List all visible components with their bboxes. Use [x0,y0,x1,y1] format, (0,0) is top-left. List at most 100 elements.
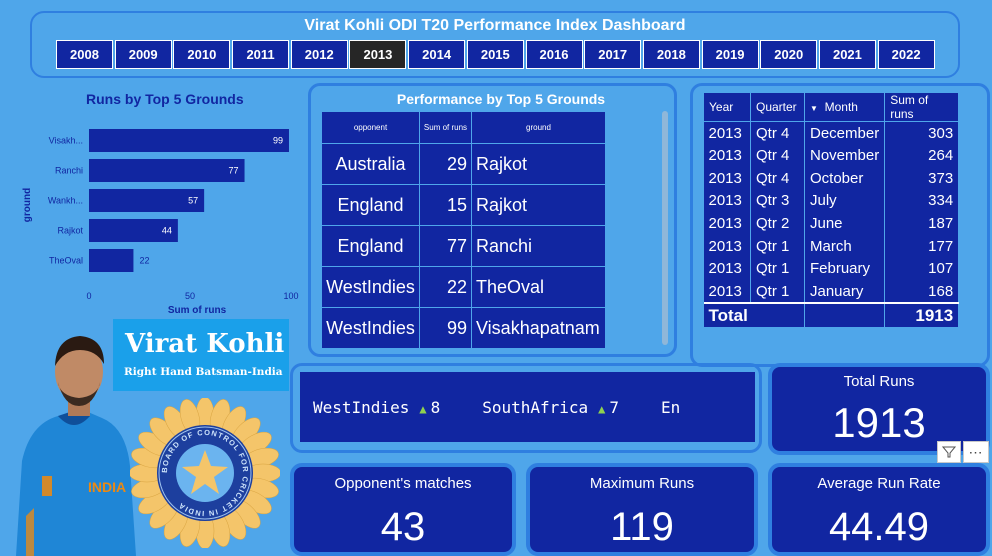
table-row[interactable]: 2013 Qtr 1 February 107 [703,257,960,281]
runs-cell: 373 [884,166,960,190]
table-row[interactable]: England 15 Rajkot [321,184,606,226]
performance-table: opponent Sum of runs ground Australia 29… [321,111,606,349]
bar-data-label: 22 [139,256,149,266]
opponent-ticker: WestIndies ▲ 8 SouthAfrica ▲ 7 En [300,372,755,442]
year-button-2016[interactable]: 2016 [525,40,583,69]
bar-chart-xtick-100: 100 [283,291,298,301]
up-triangle-icon: ▲ [419,401,427,416]
ticker-item: En [661,398,680,417]
table-row[interactable]: WestIndies 99 Visakhapatnam [321,307,606,349]
bar-category-label: TheOval [49,256,83,266]
year-cell: 2013 [703,257,751,281]
runs-cell: 303 [884,121,960,145]
ticker-team: WestIndies [313,397,410,417]
year-button-2010[interactable]: 2010 [173,40,231,69]
bar-chart-xtick-0: 0 [86,291,91,301]
filter-button[interactable] [937,441,961,463]
ground-cell: Ranchi [471,225,606,267]
filter-icon [942,446,956,458]
ticker-value: 8 [430,397,441,417]
table-row[interactable]: 2013 Qtr 1 March 177 [703,234,960,258]
table-row[interactable]: Australia 29 Rajkot [321,143,606,185]
quarter-cell: Qtr 4 [750,144,805,167]
ticker-item: SouthAfrica ▲ 7 [482,398,619,417]
runs-by-ground-chart: ground Visakh... 99 Ranchi 77 Wankh... 57 Rajk… [22,129,299,316]
ground-cell: Rajkot [471,184,606,226]
up-triangle-icon: ▲ [598,401,606,416]
column-header-opponent[interactable]: opponent [321,111,420,144]
table-row[interactable]: 2013 Qtr 4 December 303 [703,121,960,145]
table-row[interactable]: 2013 Qtr 1 January 168 [703,280,960,303]
year-button-2019[interactable]: 2019 [701,40,759,69]
opponent-cell: England [321,225,420,267]
year-cell: 2013 [703,166,751,190]
max-runs-value: 119 [610,505,674,549]
year-button-2014[interactable]: 2014 [408,40,466,69]
max-runs-label: Maximum Runs [589,475,695,492]
table-row[interactable]: 2013 Qtr 2 June 187 [703,212,960,235]
year-button-2020[interactable]: 2020 [760,40,818,69]
year-button-2015[interactable]: 2015 [466,40,524,69]
opponents-value: 43 [380,505,426,549]
bar-chart-xtick-50: 50 [185,291,195,301]
opponent-cell: WestIndies [321,266,420,308]
table-row[interactable]: England 77 Ranchi [321,225,606,267]
column-header-quarter[interactable]: Quarter [750,92,805,122]
column-header-ground[interactable]: ground [471,111,606,144]
column-header-sum-runs[interactable]: Sum of runs [884,92,960,122]
svg-text:INDIA: INDIA [88,479,126,495]
column-header-runs[interactable]: Sum of runs [419,111,472,144]
runs-cell: 29 [419,143,472,185]
ground-cell: Rajkot [471,143,606,185]
year-button-2008[interactable]: 2008 [56,40,113,69]
opponents-card: Opponent's matches 43 [290,463,516,556]
ground-cell: TheOval [471,266,606,308]
avg-run-rate-label: Average Run Rate [817,475,941,492]
month-cell: November [804,144,886,167]
table-row[interactable]: 2013 Qtr 4 November 264 [703,144,960,167]
column-header-month[interactable]: ▼ Month [803,92,886,122]
bar-category-label: Rajkot [57,226,83,236]
bar-theoval[interactable] [89,249,134,272]
bcci-logo: BOARD OF CONTROL FOR CRICKET IN INDIA [130,398,280,548]
bar-rajkot[interactable] [89,219,178,242]
year-cell: 2013 [703,144,751,167]
quarter-cell: Qtr 4 [750,166,805,190]
year-button-2022[interactable]: 2022 [877,40,935,69]
ticker-team: En [661,397,681,417]
bar-visakh[interactable] [89,129,289,152]
table-row[interactable]: WestIndies 22 TheOval [321,266,606,308]
runs-cell: 99 [419,307,472,349]
year-button-2012[interactable]: 2012 [290,40,348,69]
bar-ranchi[interactable] [89,159,245,182]
dashboard-header: Virat Kohli ODI T20 Performance Index Da… [30,11,960,78]
year-button-2017[interactable]: 2017 [584,40,642,69]
avg-run-rate-card: Average Run Rate 44.49 [768,463,990,556]
year-button-2018[interactable]: 2018 [642,40,700,69]
bar-wankh[interactable] [89,189,205,212]
performance-panel: Performance by Top 5 Grounds opponent Su… [308,83,677,357]
year-button-2013[interactable]: 2013 [349,40,407,69]
runs-cell: 177 [884,234,960,258]
bar-data-label: 57 [188,196,198,206]
performance-title: Performance by Top 5 Grounds [396,91,606,107]
year-button-2021[interactable]: 2021 [818,40,876,69]
opponent-cell: WestIndies [321,307,420,349]
quarter-cell: Qtr 1 [750,234,805,258]
more-options-button[interactable]: ⋯ [963,441,989,463]
year-button-2011[interactable]: 2011 [232,40,290,69]
ticker-panel: WestIndies ▲ 8 SouthAfrica ▲ 7 En [290,363,762,453]
bar-chart-xlabel: Sum of runs [168,305,227,316]
year-button-2009[interactable]: 2009 [114,40,172,69]
year-cell: 2013 [703,280,751,303]
runs-cell: 15 [419,184,472,226]
table-row[interactable]: 2013 Qtr 3 July 334 [703,189,960,213]
runs-cell: 264 [884,144,960,167]
table-row[interactable]: 2013 Qtr 4 October 373 [703,166,960,190]
performance-scrollbar[interactable] [662,111,668,345]
column-header-year[interactable]: Year [703,92,751,122]
total-runs-label: Total Runs [843,373,915,390]
total-runs-card: Total Runs 1913 [768,363,990,455]
bar-category-label: Wankh... [48,196,83,206]
year-cell: 2013 [703,234,751,258]
